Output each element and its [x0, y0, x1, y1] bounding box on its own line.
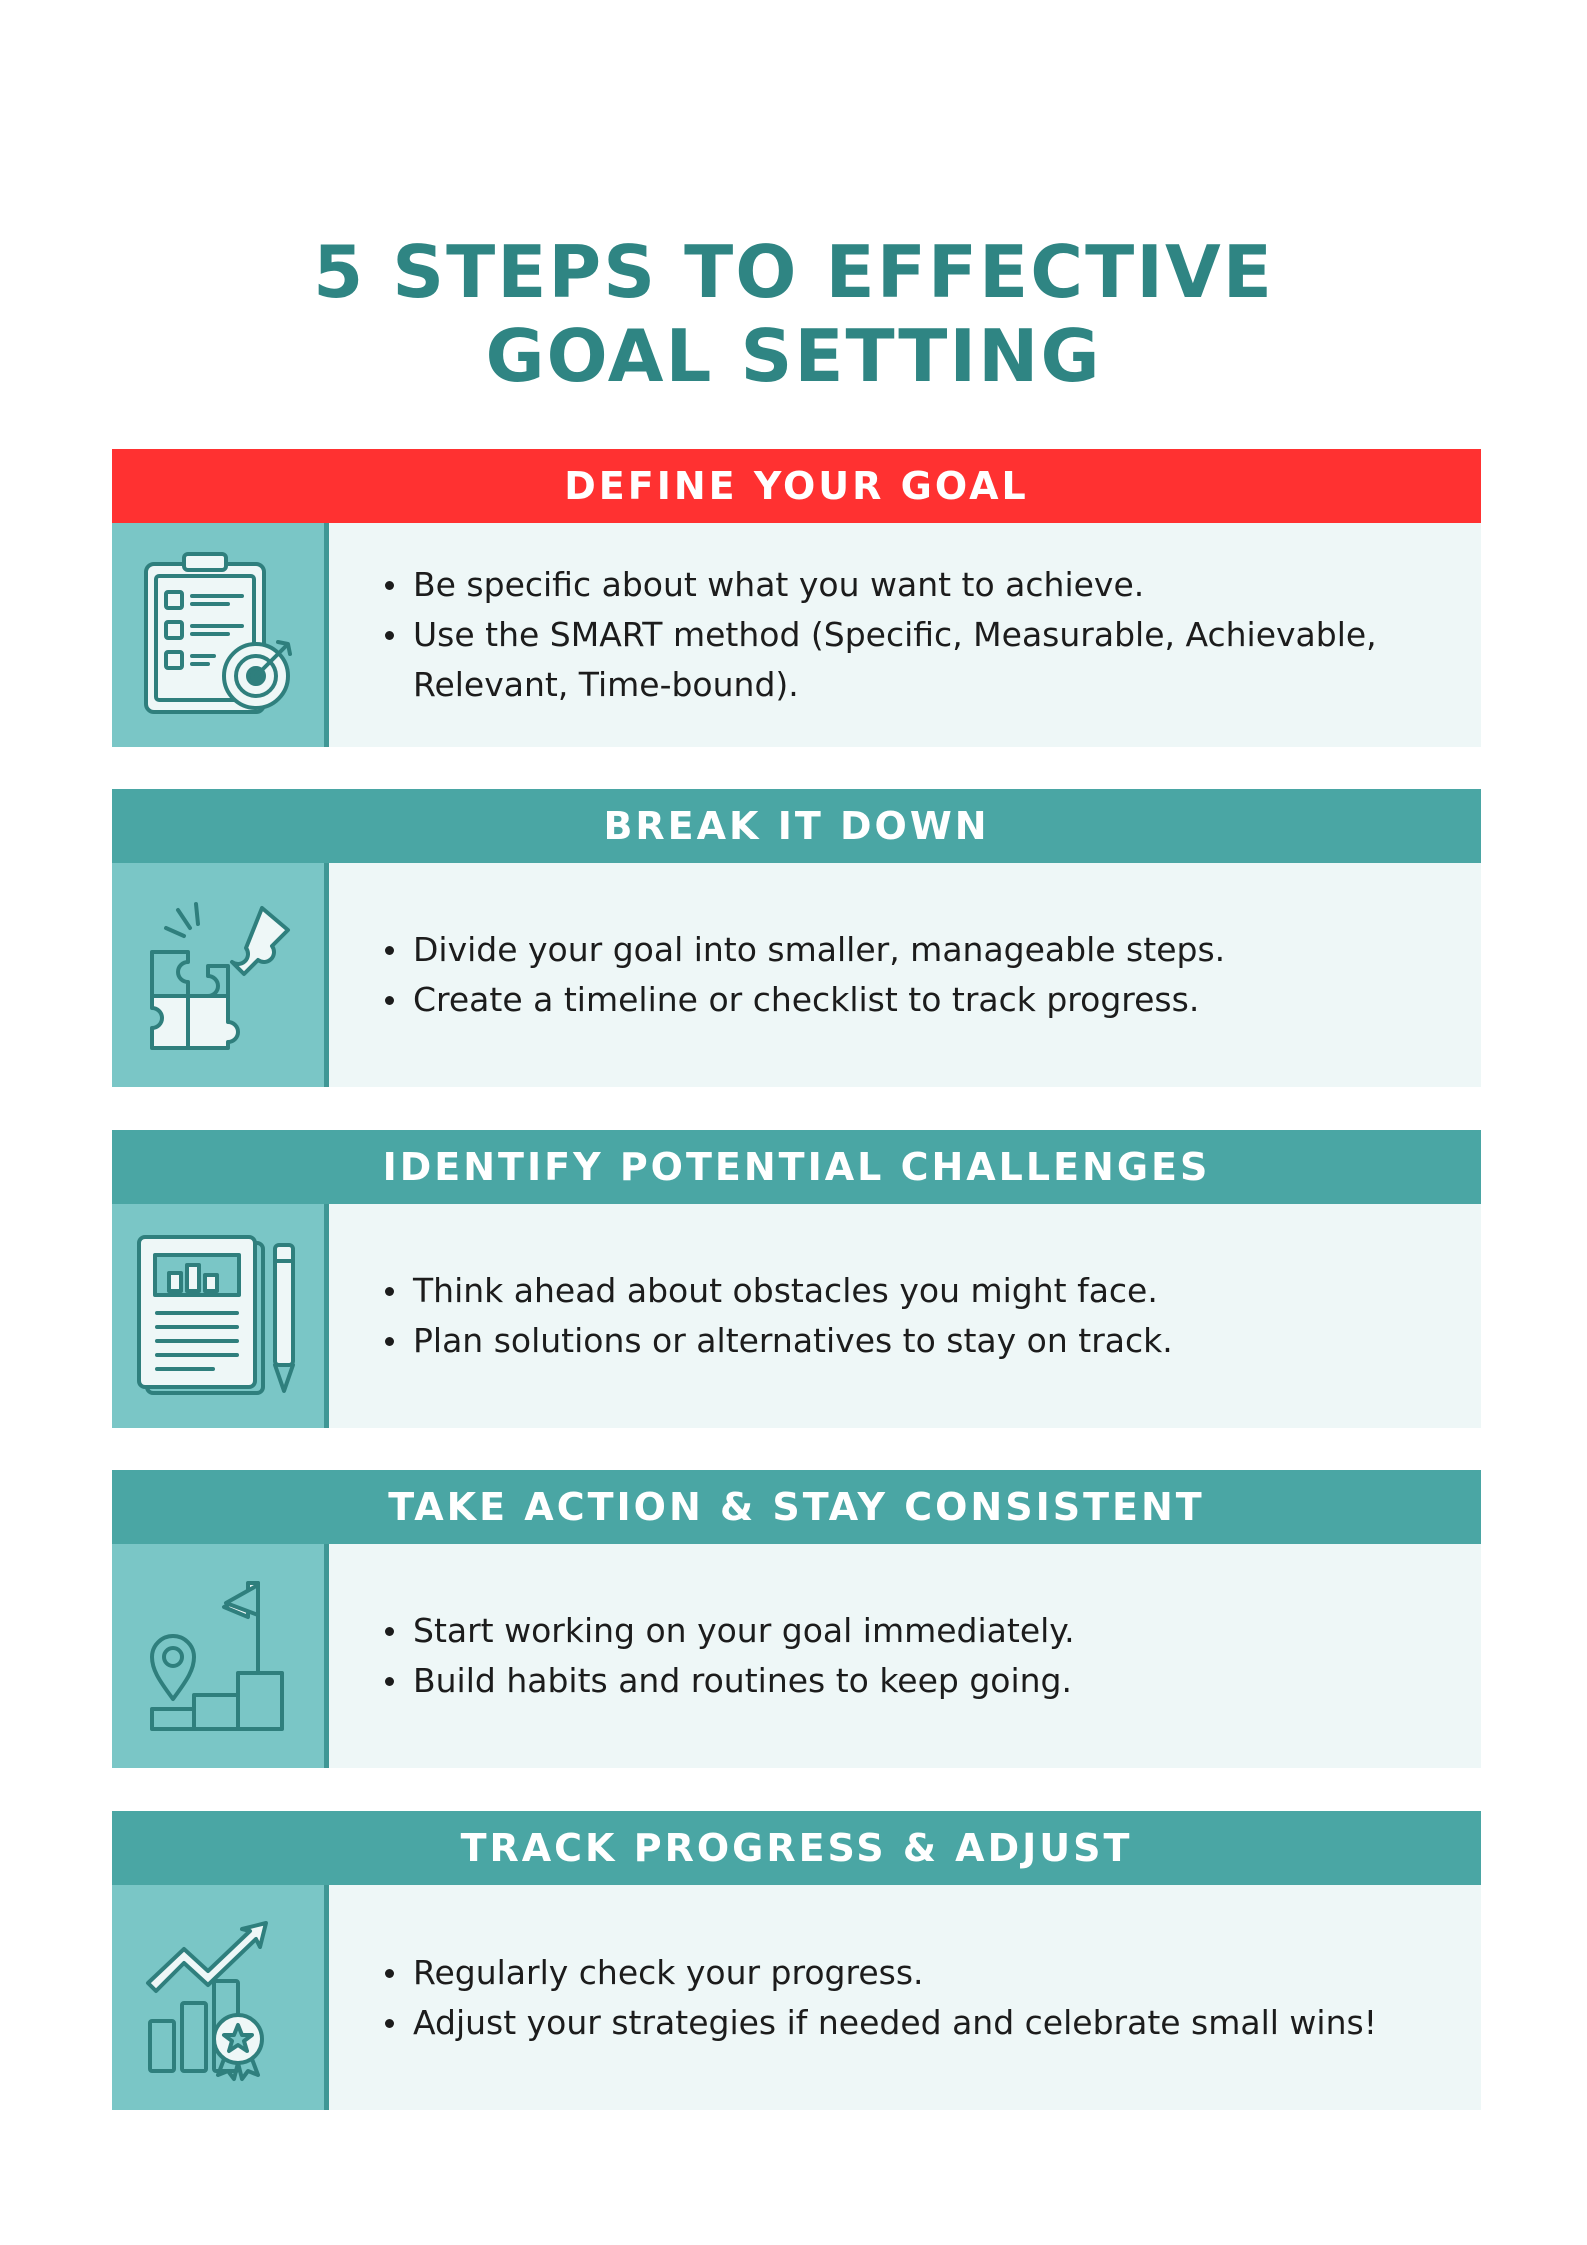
- step-header: TAKE ACTION & STAY CONSISTENT: [112, 1470, 1481, 1544]
- step-header: DEFINE YOUR GOAL: [112, 449, 1481, 523]
- podium-flag-icon: [150, 1581, 284, 1731]
- bullet-list: Regularly check your progress. Adjust yo…: [329, 1885, 1481, 2110]
- report-pencil-icon: [137, 1235, 295, 1395]
- icon-panel: [112, 863, 329, 1087]
- step-heading: DEFINE YOUR GOAL: [564, 464, 1029, 508]
- step-break-down: BREAK IT DOWN Divide your goal into smal…: [112, 789, 1481, 1087]
- bullet-item: Divide your goal into smaller, manageabl…: [381, 925, 1441, 975]
- bullet-list: Start working on your goal immediately. …: [329, 1544, 1481, 1768]
- bullet-item: Regularly check your progress.: [381, 1948, 1441, 1998]
- bullet-item: Be specific about what you want to achie…: [381, 560, 1441, 610]
- icon-panel: [112, 1885, 329, 2110]
- step-body: Think ahead about obstacles you might fa…: [112, 1204, 1481, 1428]
- clipboard-target-icon: [144, 552, 292, 714]
- bullet-list: Divide your goal into smaller, manageabl…: [329, 863, 1481, 1087]
- step-track-progress: TRACK PROGRESS & ADJUST Regularly check …: [112, 1811, 1481, 2110]
- bullet-item: Start working on your goal immediately.: [381, 1606, 1441, 1656]
- bullet-item: Create a timeline or checklist to track …: [381, 975, 1441, 1025]
- step-body: Be specific about what you want to achie…: [112, 523, 1481, 747]
- bullet-item: Adjust your strategies if needed and cel…: [381, 1998, 1441, 2048]
- step-heading: TRACK PROGRESS & ADJUST: [460, 1826, 1133, 1870]
- step-take-action: TAKE ACTION & STAY CONSISTENT Start work…: [112, 1470, 1481, 1768]
- bullet-item: Use the SMART method (Specific, Measurab…: [381, 610, 1441, 710]
- step-header: IDENTIFY POTENTIAL CHALLENGES: [112, 1130, 1481, 1204]
- puzzle-icon: [150, 902, 290, 1050]
- bullet-item: Think ahead about obstacles you might fa…: [381, 1266, 1441, 1316]
- step-define-goal: DEFINE YOUR GOAL: [112, 449, 1481, 747]
- step-identify-challenges: IDENTIFY POTENTIAL CHALLENGES: [112, 1130, 1481, 1428]
- step-heading: IDENTIFY POTENTIAL CHALLENGES: [382, 1145, 1211, 1189]
- step-body: Start working on your goal immediately. …: [112, 1544, 1481, 1768]
- growth-chart-icon: [146, 1920, 268, 2081]
- step-heading: BREAK IT DOWN: [603, 804, 990, 848]
- step-heading: TAKE ACTION & STAY CONSISTENT: [388, 1485, 1205, 1529]
- step-body: Regularly check your progress. Adjust yo…: [112, 1885, 1481, 2110]
- step-body: Divide your goal into smaller, manageabl…: [112, 863, 1481, 1087]
- bullet-list: Think ahead about obstacles you might fa…: [329, 1204, 1481, 1428]
- bullet-list: Be specific about what you want to achie…: [329, 523, 1481, 747]
- bullet-item: Build habits and routines to keep going.: [381, 1656, 1441, 1706]
- step-header: BREAK IT DOWN: [112, 789, 1481, 863]
- title-line-2: GOAL SETTING: [485, 314, 1102, 398]
- bullet-item: Plan solutions or alternatives to stay o…: [381, 1316, 1441, 1366]
- step-header: TRACK PROGRESS & ADJUST: [112, 1811, 1481, 1885]
- title-line-1: 5 STEPS TO EFFECTIVE: [313, 230, 1274, 314]
- icon-panel: [112, 1544, 329, 1768]
- icon-panel: [112, 523, 329, 747]
- icon-panel: [112, 1204, 329, 1428]
- page-title: 5 STEPS TO EFFECTIVE GOAL SETTING: [0, 230, 1587, 398]
